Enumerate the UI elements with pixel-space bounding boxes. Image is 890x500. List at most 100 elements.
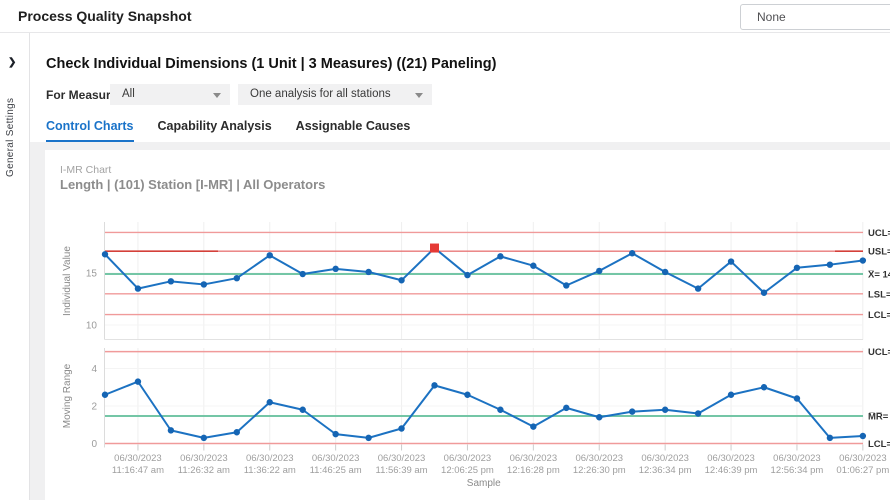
- tab-assignable-causes[interactable]: Assignable Causes: [295, 119, 411, 133]
- ucl-label: UCL=: [868, 347, 890, 358]
- expand-sidebar-chevron-icon[interactable]: ❯: [8, 57, 17, 68]
- out-of-control-point[interactable]: [430, 243, 439, 253]
- tab-control-charts[interactable]: Control Charts: [46, 119, 134, 142]
- tab-capability-analysis[interactable]: Capability Analysis: [157, 119, 272, 133]
- data-point[interactable]: [200, 281, 208, 288]
- data-point[interactable]: [299, 406, 306, 413]
- usl-label: USL=: [868, 247, 890, 258]
- data-point[interactable]: [233, 429, 240, 436]
- data-point[interactable]: [793, 395, 801, 402]
- data-point[interactable]: [365, 268, 372, 276]
- y-tick-label: 4: [91, 364, 97, 375]
- x-tick-date: 06/30/2023: [839, 453, 887, 464]
- measure-select[interactable]: All: [110, 84, 230, 105]
- topbar: Process Quality Snapshot None: [0, 0, 890, 33]
- y-tick-label: 15: [86, 269, 98, 280]
- data-point[interactable]: [793, 264, 801, 271]
- data-point[interactable]: [200, 434, 208, 442]
- content-stage: I-MR Chart Length | (101) Station [I-MR]…: [30, 142, 890, 500]
- data-point[interactable]: [332, 265, 339, 273]
- x-tick-time: 11:26:32 am: [178, 465, 230, 476]
- lcl-label: LCL=: [868, 439, 890, 450]
- data-point[interactable]: [826, 434, 834, 442]
- filter-dropdown[interactable]: None: [740, 4, 890, 30]
- analysis-select-value: One analysis for all stations: [250, 88, 391, 100]
- data-point[interactable]: [760, 384, 768, 391]
- x-tick-time: 12:46:39 pm: [705, 465, 758, 476]
- y-tick-label: 0: [91, 439, 97, 450]
- data-point[interactable]: [530, 262, 537, 269]
- chevron-down-icon: [213, 93, 221, 98]
- data-point[interactable]: [629, 408, 636, 415]
- x-tick-date: 06/30/2023: [707, 453, 755, 464]
- x-tick-date: 06/30/2023: [378, 453, 426, 464]
- y-tick-label: 10: [86, 321, 98, 332]
- data-point[interactable]: [760, 289, 768, 296]
- tab-bar: Control Charts Capability Analysis Assig…: [46, 119, 410, 142]
- data-point[interactable]: [134, 285, 142, 292]
- page-title: Check Individual Dimensions (1 Unit | 3 …: [46, 56, 497, 72]
- data-point[interactable]: [167, 427, 175, 434]
- data-point[interactable]: [398, 277, 405, 284]
- data-point[interactable]: [101, 251, 109, 258]
- ucl-label: UCL=: [868, 228, 890, 239]
- x-tick-date: 06/30/2023: [773, 453, 821, 464]
- chart-subtitle: Length | (101) Station [I-MR] | All Oper…: [60, 177, 326, 192]
- data-point[interactable]: [727, 258, 735, 265]
- data-point[interactable]: [266, 252, 273, 259]
- data-point[interactable]: [134, 378, 142, 385]
- data-point[interactable]: [563, 404, 570, 412]
- data-point[interactable]: [167, 278, 175, 285]
- data-point[interactable]: [233, 275, 240, 282]
- moving_range-series-line: [104, 380, 863, 439]
- data-point[interactable]: [563, 282, 570, 289]
- analysis-select[interactable]: One analysis for all stations: [238, 84, 432, 105]
- data-point[interactable]: [694, 410, 702, 417]
- data-point[interactable]: [497, 253, 504, 260]
- lcl-label: LCL=: [868, 310, 890, 321]
- data-point[interactable]: [365, 434, 372, 442]
- data-point[interactable]: [299, 270, 306, 278]
- data-point[interactable]: [629, 250, 636, 257]
- x-tick-time: 01:06:27 pm: [836, 465, 889, 476]
- x-tick-date: 06/30/2023: [246, 453, 294, 464]
- y-axis-title: Moving Range: [62, 363, 73, 428]
- x-tick-time: 12:26:30 pm: [573, 465, 626, 476]
- data-point[interactable]: [398, 425, 405, 432]
- x-tick-date: 06/30/2023: [114, 453, 162, 464]
- data-point[interactable]: [661, 268, 669, 276]
- measure-select-value: All: [122, 88, 135, 100]
- for-measure-label: For Measure:: [46, 88, 122, 102]
- imr-chart-canvas[interactable]: UCL= USL= X̅= 14 LSL= LCL= 10 15 Individual Val…: [45, 210, 890, 500]
- x-tick-date: 06/30/2023: [444, 453, 492, 464]
- x-tick-time: 11:16:47 am: [112, 465, 164, 476]
- y-axis-title: Individual Value: [62, 246, 73, 316]
- data-point[interactable]: [859, 432, 867, 440]
- data-point[interactable]: [332, 430, 339, 438]
- data-point[interactable]: [727, 391, 735, 398]
- data-point[interactable]: [497, 406, 504, 413]
- data-point[interactable]: [661, 406, 669, 413]
- chevron-down-icon: [415, 93, 423, 98]
- data-point[interactable]: [266, 399, 273, 406]
- xbar-label: X̅= 14: [868, 270, 890, 281]
- data-point[interactable]: [464, 271, 471, 279]
- x-tick-date: 06/30/2023: [641, 453, 689, 464]
- x-tick-time: 11:46:25 am: [310, 465, 362, 476]
- data-point[interactable]: [431, 382, 438, 389]
- x-tick-date: 06/30/2023: [180, 453, 228, 464]
- data-point[interactable]: [826, 261, 834, 268]
- x-tick-time: 12:16:28 pm: [507, 465, 560, 476]
- data-point[interactable]: [859, 257, 867, 264]
- individuals-series-line: [104, 247, 863, 294]
- chart-card: I-MR Chart Length | (101) Station [I-MR]…: [45, 150, 890, 500]
- sidebar-label-general-settings: General Settings: [5, 97, 16, 177]
- data-point[interactable]: [464, 391, 471, 398]
- data-point[interactable]: [596, 414, 603, 421]
- data-point[interactable]: [530, 423, 537, 430]
- x-tick-date: 06/30/2023: [510, 453, 558, 464]
- data-point[interactable]: [101, 391, 109, 398]
- mrbar-label: M̅R̅= 1: [868, 411, 890, 422]
- data-point[interactable]: [694, 285, 702, 292]
- data-point[interactable]: [596, 267, 603, 275]
